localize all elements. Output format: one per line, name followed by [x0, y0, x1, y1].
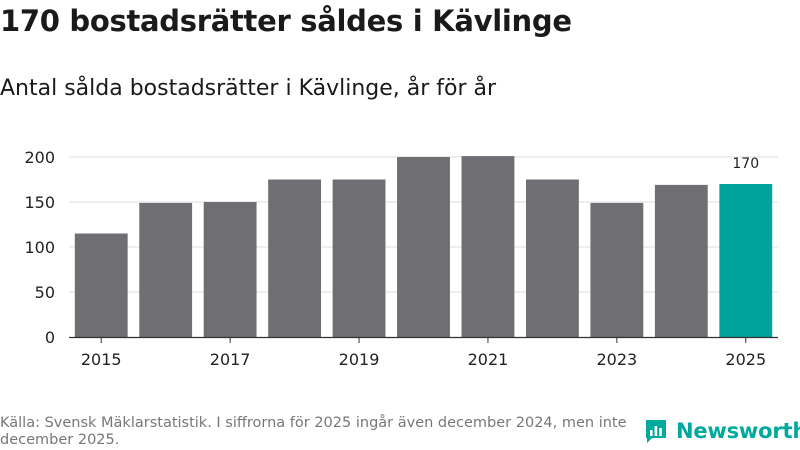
bar-2024	[654, 184, 708, 337]
newsworthy-logo: Newsworthy	[644, 418, 800, 444]
x-tick-label-2021: 2021	[468, 350, 509, 369]
bar-2017	[203, 202, 257, 337]
chart-subtitle: Antal sålda bostadsrätter i Kävlinge, år…	[0, 76, 497, 101]
x-tick-label-2025: 2025	[725, 350, 766, 369]
chart-title: 170 bostadsrätter såldes i Kävlinge	[0, 4, 572, 38]
x-tick-label-2017: 2017	[210, 350, 251, 369]
x-tick-label-2023: 2023	[597, 350, 638, 369]
bar-2015	[74, 233, 128, 337]
newsworthy-logo-icon	[646, 420, 666, 443]
y-tick-label-150: 150	[24, 193, 55, 212]
x-tick-label-2015: 2015	[81, 350, 122, 369]
bar-2019	[332, 179, 386, 337]
bar-chart: 0 50 100 150 200 170 2015 2017 2019 2021 2023 2025	[24, 148, 778, 369]
source-note: Källa: Svensk Mäklarstatistik. I siffror…	[0, 415, 627, 448]
bar-2022	[525, 179, 579, 337]
bar-2025	[719, 184, 773, 337]
data-label-2025: 170	[732, 156, 759, 172]
x-tick-label-2019: 2019	[339, 350, 380, 369]
bar-2018	[268, 179, 322, 337]
y-tick-label-0: 0	[45, 328, 55, 347]
y-tick-label-100: 100	[24, 238, 55, 257]
bar-2016	[139, 202, 193, 337]
newsworthy-logo-text: Newsworthy	[676, 419, 800, 443]
bar-2021	[461, 156, 515, 337]
bar-2020	[397, 157, 450, 337]
bar-2023	[590, 202, 644, 337]
y-tick-label-200: 200	[24, 148, 55, 167]
y-tick-label-50: 50	[35, 283, 55, 302]
